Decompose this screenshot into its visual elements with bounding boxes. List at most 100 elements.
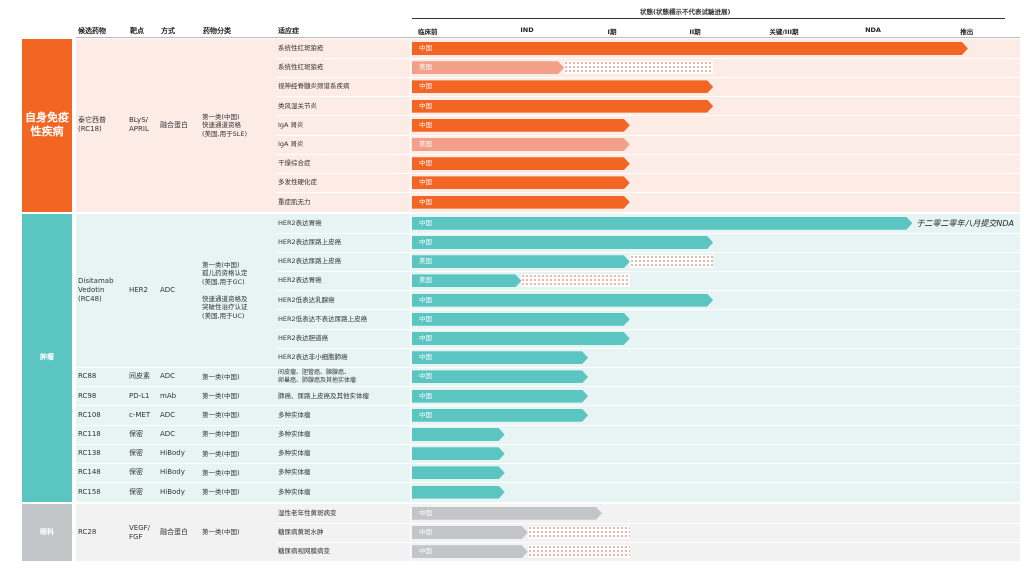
program-separator [76,482,1020,484]
header-stage-6: 推出 [960,28,974,36]
program-designation: 第一类(中国) [202,487,240,496]
program-designation: 第一类(中国) [202,468,240,477]
row-separator [276,153,1020,155]
progress-bar: 中国 [412,100,713,113]
row-separator [276,522,1020,524]
indication-label: HER2表达胆道癌 [278,334,329,343]
row-separator [276,541,1020,543]
progress-bar: 中国 [412,119,630,132]
row-separator [276,96,1020,98]
program-name: RC98 [78,391,97,400]
program-modality: ADC [160,430,176,439]
row-separator [276,134,1020,136]
program-separator [76,366,1020,368]
area-label-1: 肿瘤 [22,213,72,502]
planned-progress-bar [527,526,630,539]
progress-bar: 中国 [412,196,630,209]
progress-bar: 中国 [412,370,588,383]
indication-label: 干燥综合症 [278,159,311,168]
program-name: RC28 [78,528,97,537]
progress-bar [412,486,505,499]
header-target: 靶点 [130,27,144,35]
program-name: RC138 [78,449,101,458]
indication-label: HER2表达胃癌 [278,276,322,285]
program-name: RC118 [78,430,101,439]
program-target: 保密 [129,430,143,439]
program-separator [76,386,1020,388]
program-name: Disitamab Vedotin (RC48) [78,277,114,304]
indication-label: 糖尿病视网膜病变 [278,547,330,556]
program-designation: 第一类(中国) [202,372,240,381]
planned-progress-bar [527,545,630,559]
indication-label: 系统性红斑狼疮 [278,44,324,53]
program-modality: ADC [160,372,176,381]
program-target: VEGF/ FGF [129,523,151,541]
progress-bar: 中国 [412,526,528,539]
program-designation: 第一类(中国) [202,430,240,439]
indication-label: HER2表达非小细胞肺癌 [278,353,348,362]
planned-progress-bar [629,255,714,269]
progress-bar: 中国 [412,42,968,55]
program-target: c-MET [129,410,151,419]
progress-bar: 中国 [412,390,588,403]
indication-label: IgA 肾炎 [278,140,304,149]
header-modality: 方式 [161,27,175,35]
indication-label: 视神经脊髓炎频谱系疾病 [278,82,350,91]
row-separator [276,172,1020,174]
header-stage-4: 关键/III期 [769,28,799,36]
program-target: 保密 [129,449,143,458]
program-designation: 第一类(中国) [202,449,240,458]
progress-bar [412,466,505,479]
program-target: BLyS/ APRIL [129,116,149,134]
indication-label: HER2低表达乳腺癌 [278,295,335,304]
program-target: 保密 [129,468,143,477]
program-designation: 第一类(中国) [202,411,240,420]
indication-label: HER2表达尿路上皮癌 [278,238,342,247]
program-separator [76,443,1020,445]
indication-label: 糖尿病黄斑水肿 [278,528,324,537]
header-rule [412,18,1005,19]
area-label-0: 自身免疫 性疾病 [22,39,72,212]
progress-bar [412,447,505,460]
indication-label: 湿性老年性黄斑病变 [278,508,337,517]
program-modality: mAb [160,391,177,400]
progress-bar: 中国 [412,409,588,422]
program-modality: HiBody [160,468,185,477]
program-separator [76,405,1020,407]
row-separator [276,57,1020,59]
header-stage-1: IND [520,26,534,34]
program-target: PD-L1 [129,391,150,400]
header-candidate: 候选药物 [78,27,106,35]
indication-label: 多种实体瘤 [278,430,311,439]
header-stage-3: II期 [689,28,701,36]
row-separator [276,76,1020,78]
progress-bar: 中国 [412,507,602,520]
progress-bar: 中国 [412,332,630,345]
row-separator [276,115,1020,117]
area-label-2: 眼科 [22,503,72,562]
program-designation: 第一类(中国) [202,391,240,400]
progress-bar: 美国 [412,138,630,151]
program-separator [76,462,1020,464]
planned-progress-bar [521,274,630,288]
program-target: 保密 [129,487,143,496]
program-name: RC108 [78,410,101,419]
program-target: HER2 [129,286,149,295]
progress-bar: 中国 [412,545,528,558]
header-drug-class: 药物分类 [203,27,231,35]
program-designation: 第一类(中国) [202,528,240,537]
indication-label: 多种实体瘤 [278,410,311,419]
indication-label: 肺癌、尿路上皮癌及其他实体瘤 [278,391,369,400]
program-modality: ADC [160,286,176,295]
indication-label: HER2低表达不表达尿路上皮癌 [278,314,368,323]
header-stage-2: I期 [607,28,617,36]
program-name: RC158 [78,487,101,496]
program-designation: 第一类(中国) 孤儿药资格认定 (美国,用于GC) 快速通道资格及 突破性治疗认… [202,260,248,320]
progress-bar [412,428,505,441]
program-name: RC148 [78,468,101,477]
indication-label: 多发性硬化症 [278,178,317,187]
row-separator [276,328,1020,330]
program-name: RC88 [78,372,97,381]
progress-bar: 中国 [412,157,630,170]
